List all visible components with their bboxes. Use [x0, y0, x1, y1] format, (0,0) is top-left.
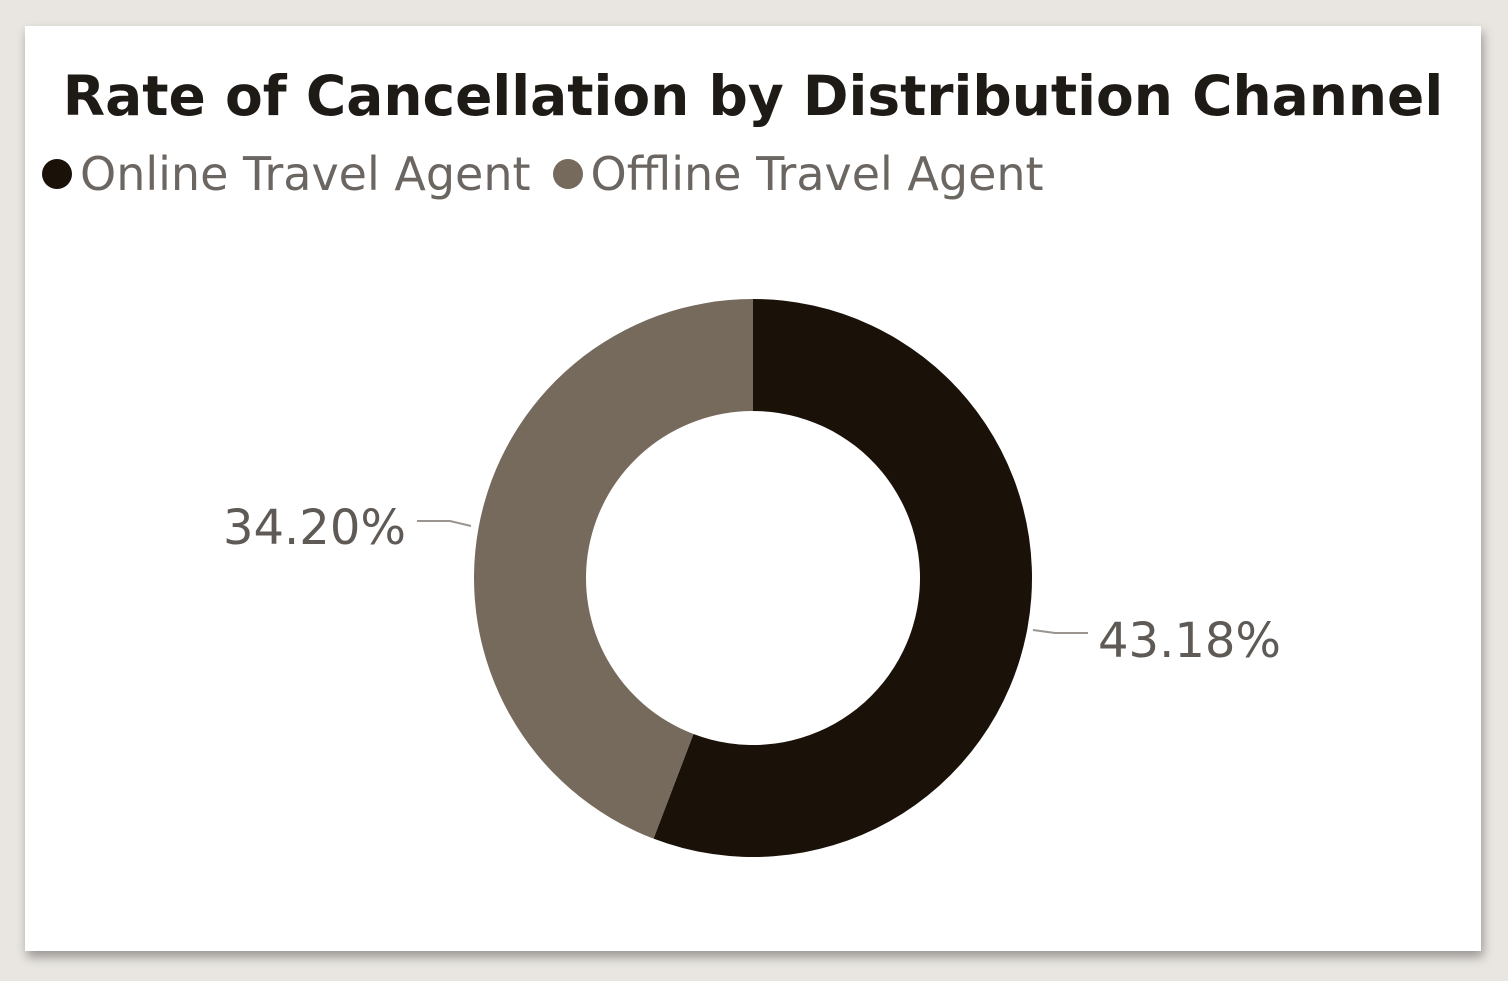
slice-online[interactable]	[653, 299, 1033, 857]
legend-label-offline: Offline Travel Agent	[590, 147, 1044, 201]
leader-line-online	[1032, 629, 1088, 634]
legend: Online Travel Agent Offline Travel Agent	[42, 144, 1066, 204]
data-label-offline: 34.20%	[223, 500, 406, 556]
slice-offline[interactable]	[474, 299, 753, 839]
chart-title: Rate of Cancellation by Distribution Cha…	[62, 64, 1444, 128]
donut-chart: 43.18% 34.20%	[223, 299, 1281, 857]
data-label-online: 43.18%	[1098, 613, 1281, 669]
legend-dot-online	[42, 159, 72, 189]
legend-label-online: Online Travel Agent	[80, 147, 531, 201]
chart-card: Rate of Cancellation by Distribution Cha…	[25, 26, 1481, 951]
leader-line-offline	[417, 520, 472, 527]
legend-item-online[interactable]: Online Travel Agent	[42, 147, 531, 201]
legend-dot-offline	[552, 159, 583, 189]
legend-item-offline[interactable]: Offline Travel Agent	[552, 147, 1044, 201]
